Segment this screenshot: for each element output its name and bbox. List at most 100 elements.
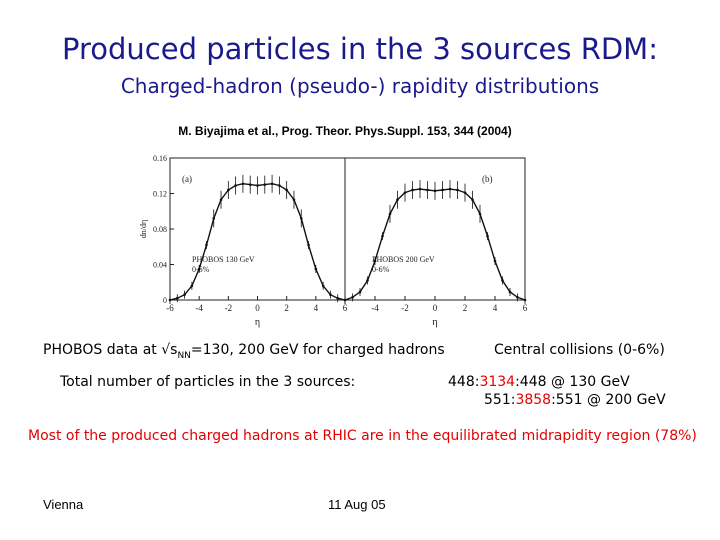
rapidity-figure: -6 -4 -2 0 2 4 6 η 0 0.04 0.08 0.12 0.16 dn/dη (a) PHOB… bbox=[140, 154, 528, 328]
particles-200-mid: 3858 bbox=[515, 392, 552, 408]
panel-annotation: PHOBOS 200 GeV bbox=[372, 255, 435, 264]
x-tick-label: 6 bbox=[523, 303, 528, 313]
y-tick-label: 0.08 bbox=[153, 225, 167, 234]
data-point bbox=[418, 187, 422, 191]
panel-annotation: 0-6% bbox=[192, 265, 210, 274]
distribution-curve bbox=[169, 182, 346, 301]
y-tick-label: 0 bbox=[163, 296, 167, 305]
s-symbol: s bbox=[170, 342, 178, 358]
data-point bbox=[241, 182, 245, 186]
data-point bbox=[299, 217, 303, 220]
data-point bbox=[205, 243, 208, 247]
data-point bbox=[263, 183, 267, 186]
data-point bbox=[329, 293, 332, 296]
x-tick-label: 6 bbox=[343, 303, 348, 313]
data-point bbox=[278, 184, 281, 187]
panel-label: (a) bbox=[182, 174, 192, 184]
data-point bbox=[219, 198, 223, 202]
data-point bbox=[396, 198, 399, 202]
x-tick-label: 4 bbox=[314, 303, 319, 313]
x-tick-label: -2 bbox=[401, 303, 409, 313]
x-tick-label: 0 bbox=[255, 303, 260, 313]
x-axis-label: η bbox=[432, 317, 437, 328]
footer-date: 11 Aug 05 bbox=[328, 497, 386, 512]
data-point bbox=[388, 212, 392, 216]
distribution-curve bbox=[344, 188, 526, 301]
data-point bbox=[373, 259, 377, 263]
data-point bbox=[486, 234, 489, 238]
data-point bbox=[321, 284, 325, 288]
x-tick-label: -4 bbox=[195, 303, 203, 313]
data-point bbox=[366, 279, 369, 282]
data-point bbox=[197, 267, 201, 271]
x-tick-label: 4 bbox=[493, 303, 498, 313]
slide-subtitle: Charged-hadron (pseudo-) rapidity distri… bbox=[120, 74, 600, 98]
data-point bbox=[336, 296, 340, 300]
data-point bbox=[358, 290, 362, 294]
sqrt-symbol: √ bbox=[161, 342, 171, 358]
data-point bbox=[448, 187, 452, 191]
data-point bbox=[463, 191, 467, 194]
data-point bbox=[256, 184, 259, 187]
central-collisions: Central collisions (0-6%) bbox=[494, 342, 665, 358]
data-point bbox=[351, 296, 354, 299]
y-tick-label: 0.04 bbox=[153, 261, 167, 270]
x-tick-label: 2 bbox=[463, 303, 468, 313]
data-point bbox=[433, 189, 437, 193]
data-point bbox=[426, 188, 429, 192]
data-point bbox=[343, 298, 347, 302]
particles-130-mid: 3134 bbox=[479, 374, 516, 390]
phobos-data-line: PHOBOS data at √sNN=130, 200 GeV for cha… bbox=[43, 342, 445, 361]
slide-title: Produced particles in the 3 sources RDM: bbox=[62, 32, 658, 66]
data-point bbox=[441, 188, 444, 192]
data-point bbox=[523, 298, 527, 302]
data-point bbox=[508, 290, 512, 294]
conclusion-note: Most of the produced charged hadrons at … bbox=[28, 428, 697, 444]
data-point bbox=[381, 234, 384, 238]
y-tick-label: 0.12 bbox=[153, 190, 167, 199]
x-tick-label: 2 bbox=[284, 303, 289, 313]
phobos-suffix: =130, 200 GeV for charged hadrons bbox=[190, 342, 445, 358]
panel-annotation: 0-6% bbox=[372, 265, 390, 274]
data-point bbox=[212, 217, 216, 220]
data-point bbox=[516, 296, 519, 299]
data-point bbox=[307, 243, 310, 247]
x-tick-label: -2 bbox=[225, 303, 233, 313]
nn-subscript: NN bbox=[177, 350, 191, 361]
data-point bbox=[471, 198, 474, 202]
citation: M. Biyajima et al., Prog. Theor. Phys.Su… bbox=[178, 124, 512, 138]
particles-200-c: :551 @ 200 GeV bbox=[551, 392, 666, 408]
y-axis-label: dn/dη bbox=[140, 220, 148, 238]
particles-130-c: :448 @ 130 GeV bbox=[515, 374, 630, 390]
x-axis-label: η bbox=[255, 317, 260, 328]
particles-130: 448:3134:448 @ 130 GeV bbox=[448, 374, 630, 390]
data-point bbox=[248, 183, 252, 186]
data-point bbox=[190, 284, 194, 288]
x-tick-label: 0 bbox=[433, 303, 438, 313]
panel-label: (b) bbox=[482, 174, 493, 184]
total-label: Total number of particles in the 3 sourc… bbox=[60, 374, 356, 390]
data-point bbox=[478, 212, 482, 216]
data-point bbox=[285, 188, 288, 192]
data-point bbox=[175, 296, 179, 300]
particles-130-a: 448: bbox=[448, 374, 480, 390]
x-tick-label: -4 bbox=[371, 303, 379, 313]
panel-annotation: PHOBOS 130 GeV bbox=[192, 255, 255, 264]
data-point bbox=[456, 188, 459, 192]
phobos-prefix: PHOBOS data at bbox=[43, 342, 162, 358]
data-point bbox=[270, 182, 274, 186]
particles-200-a: 551: bbox=[484, 392, 516, 408]
data-point bbox=[227, 188, 230, 192]
data-point bbox=[234, 184, 237, 187]
data-point bbox=[501, 279, 504, 282]
data-point bbox=[403, 191, 407, 194]
data-point bbox=[314, 267, 318, 271]
data-point bbox=[183, 293, 186, 296]
footer-location: Vienna bbox=[43, 497, 84, 512]
x-tick-label: -6 bbox=[166, 303, 174, 313]
data-point bbox=[493, 259, 497, 263]
data-point bbox=[292, 198, 296, 202]
data-point bbox=[168, 298, 172, 302]
particles-200: 551:3858:551 @ 200 GeV bbox=[484, 392, 666, 408]
y-tick-label: 0.16 bbox=[153, 154, 167, 163]
